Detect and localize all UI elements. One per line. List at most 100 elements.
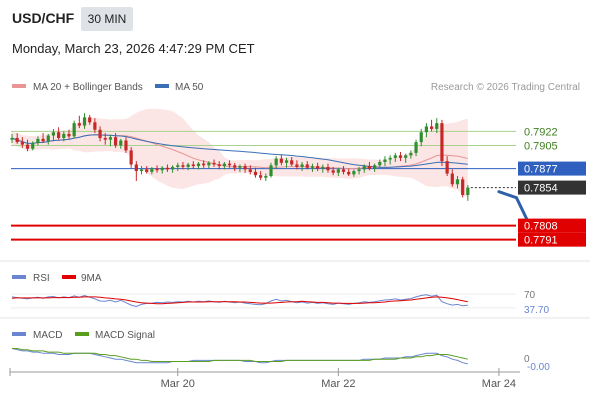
candle-body — [41, 138, 45, 142]
timeframe-badge[interactable]: 30 MIN — [81, 7, 133, 31]
candle — [150, 166, 154, 175]
candle — [321, 164, 325, 173]
candle-body — [424, 126, 428, 133]
candle — [279, 154, 283, 166]
macd-legend-swatch — [12, 332, 26, 336]
main-legend: MA 20 + Bollinger Bands MA 50 Research ©… — [12, 82, 580, 93]
candle — [124, 137, 128, 153]
last-level-label: 0.7854 — [524, 183, 558, 195]
candle — [72, 120, 76, 139]
candle — [165, 164, 169, 172]
candle-body — [57, 132, 61, 139]
candle — [10, 133, 14, 143]
candle — [103, 133, 107, 145]
chart-area: MA 20 + Bollinger Bands MA 50 Research ©… — [0, 82, 590, 390]
candle-body — [98, 129, 102, 139]
bollinger-band-fill — [12, 108, 468, 198]
candle-body — [284, 160, 289, 163]
ma50-line — [11, 134, 468, 168]
candle — [341, 166, 346, 175]
candle-body — [253, 171, 258, 176]
candle — [373, 163, 377, 172]
candle — [93, 118, 97, 134]
candle-body — [67, 133, 71, 137]
candle — [238, 164, 242, 172]
candle — [119, 138, 123, 149]
candle-body — [202, 163, 206, 166]
candle-body — [212, 162, 216, 165]
candle-body — [305, 164, 309, 168]
candle — [284, 157, 289, 168]
candle — [310, 163, 315, 172]
candle — [222, 161, 226, 170]
candle — [419, 128, 423, 147]
timestamp: Monday, March 23, 2026 4:47:29 PM CET — [12, 41, 255, 56]
candle-body — [466, 187, 470, 196]
support-level-label: 0.7791 — [524, 235, 558, 247]
support-label-box — [518, 232, 586, 247]
candle — [466, 185, 470, 201]
candle-body — [145, 169, 149, 172]
candle — [393, 152, 397, 162]
macd-legend-label: MACD — [33, 330, 62, 341]
candle-body — [15, 138, 19, 143]
candle-body — [352, 171, 356, 175]
macd-tick-label: 0 — [524, 354, 530, 365]
candle — [202, 160, 206, 168]
candle-body — [440, 123, 444, 162]
candle-body — [165, 167, 169, 170]
candle — [300, 161, 304, 172]
candle — [181, 161, 185, 170]
candle — [295, 160, 299, 170]
candle — [274, 156, 278, 169]
rsi-legend-label: RSI — [33, 273, 50, 284]
candle — [367, 161, 372, 171]
candle-body — [393, 155, 397, 158]
candle-body — [155, 168, 159, 171]
candle-body — [51, 132, 56, 136]
candle — [88, 114, 92, 125]
candle-body — [409, 152, 413, 156]
candle-body — [259, 175, 263, 178]
candle-body — [388, 157, 392, 160]
candle-body — [186, 164, 190, 167]
candle-body — [170, 166, 175, 170]
candle — [77, 115, 81, 129]
candle — [25, 139, 30, 152]
candle — [15, 133, 19, 144]
pivot-label-box — [518, 161, 586, 176]
candle-body — [373, 165, 377, 169]
chart-header: USD/CHF 30 MIN Monday, March 23, 2026 4:… — [0, 0, 590, 70]
candle-body — [25, 144, 30, 149]
price-level-labels: 0.7922 0.7905 0.7877 0.7854 0.7808 0.7791 — [518, 126, 586, 247]
candle-body — [233, 165, 237, 168]
candle-body — [238, 166, 242, 168]
candle — [36, 136, 40, 146]
candle-body — [357, 169, 361, 172]
candle — [227, 160, 232, 168]
candle-body — [119, 140, 123, 146]
candle-body — [378, 161, 382, 166]
candle — [378, 159, 382, 168]
candle — [383, 156, 387, 167]
candle — [316, 162, 320, 172]
x-axis-tick-label: Mar 20 — [161, 378, 195, 390]
candle — [145, 166, 149, 174]
resistance-level-label: 0.7922 — [524, 126, 558, 138]
macd-line — [11, 348, 468, 365]
candle — [62, 131, 66, 142]
support-label-box — [518, 218, 586, 233]
candle — [108, 134, 113, 147]
candle — [98, 126, 102, 142]
candle — [461, 176, 465, 198]
candle-body — [20, 142, 24, 145]
rsi-ma-line — [11, 296, 468, 305]
candle — [248, 165, 252, 175]
candle-body — [222, 163, 226, 167]
candle-body — [248, 169, 252, 172]
rsi-ma-legend-label: 9MA — [81, 273, 102, 284]
candle-body — [108, 137, 113, 140]
candle-body — [362, 166, 366, 170]
candle — [450, 169, 454, 187]
candle — [253, 167, 258, 178]
